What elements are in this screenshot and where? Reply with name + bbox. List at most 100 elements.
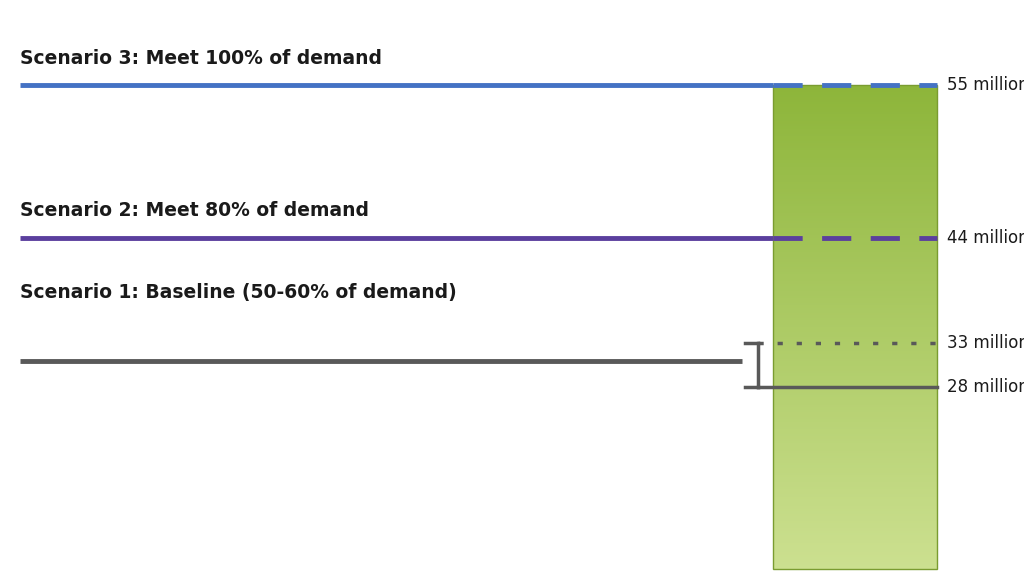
Bar	[773, 330, 937, 332]
Bar	[773, 400, 937, 402]
Bar	[773, 126, 937, 129]
Bar	[773, 535, 937, 538]
Bar	[773, 412, 937, 414]
Bar	[773, 458, 937, 460]
Bar	[773, 104, 937, 107]
Text: 55 million: 55 million	[947, 76, 1024, 94]
Bar	[773, 528, 937, 531]
Bar	[773, 305, 937, 308]
Bar	[773, 284, 937, 286]
Bar	[773, 504, 937, 507]
Bar	[773, 475, 937, 477]
Bar	[773, 100, 937, 102]
Bar	[773, 266, 937, 269]
Bar	[773, 380, 937, 383]
Bar	[773, 206, 937, 208]
Bar	[773, 216, 937, 218]
Bar	[773, 214, 937, 216]
Bar	[773, 131, 937, 134]
Bar	[773, 294, 937, 296]
Bar	[773, 197, 937, 199]
Bar	[773, 346, 937, 349]
Bar	[773, 223, 937, 225]
Bar	[773, 421, 937, 424]
Bar	[773, 199, 937, 201]
Text: 33 million: 33 million	[947, 335, 1024, 352]
Bar	[773, 465, 937, 468]
Bar	[773, 141, 937, 143]
Bar	[773, 557, 937, 560]
Bar	[773, 228, 937, 230]
Bar	[773, 388, 937, 390]
Bar	[773, 328, 937, 330]
Bar	[773, 276, 937, 279]
Bar	[773, 112, 937, 114]
Bar	[773, 129, 937, 131]
Bar	[773, 511, 937, 514]
Bar	[773, 540, 937, 543]
Bar	[773, 167, 937, 170]
Bar	[773, 497, 937, 499]
Bar	[773, 390, 937, 393]
Bar	[773, 211, 937, 214]
Bar	[773, 521, 937, 524]
Bar	[773, 565, 937, 567]
Bar	[773, 252, 937, 255]
Bar	[773, 361, 937, 363]
Bar	[773, 165, 937, 167]
Bar	[773, 485, 937, 487]
Bar	[773, 102, 937, 104]
Bar	[773, 555, 937, 557]
Bar	[773, 436, 937, 438]
Text: Scenario 1: Baseline (50-60% of demand): Scenario 1: Baseline (50-60% of demand)	[20, 284, 458, 302]
Bar	[773, 298, 937, 301]
Bar	[773, 107, 937, 109]
Bar	[773, 477, 937, 480]
Bar	[773, 501, 937, 504]
Bar	[773, 311, 937, 313]
Bar	[773, 494, 937, 497]
Bar	[773, 463, 937, 465]
Bar	[773, 225, 937, 228]
Bar	[773, 274, 937, 276]
Bar	[773, 468, 937, 470]
Bar	[773, 315, 937, 318]
Bar	[773, 335, 937, 337]
Bar	[773, 378, 937, 380]
Bar	[773, 158, 937, 160]
Bar	[773, 518, 937, 521]
Bar	[773, 332, 937, 335]
Bar	[773, 373, 937, 376]
Bar	[773, 318, 937, 320]
Bar	[773, 352, 937, 354]
Bar	[773, 325, 937, 328]
Bar	[773, 480, 937, 482]
Bar	[773, 303, 937, 305]
Bar	[773, 114, 937, 117]
Bar	[773, 543, 937, 545]
Bar	[773, 279, 937, 281]
Bar	[773, 538, 937, 540]
Bar	[773, 526, 937, 528]
Bar	[773, 255, 937, 257]
Bar	[773, 337, 937, 339]
Bar	[773, 402, 937, 405]
Bar	[773, 177, 937, 180]
Bar	[773, 320, 937, 322]
Bar	[773, 456, 937, 458]
Bar	[773, 344, 937, 346]
Bar	[773, 393, 937, 395]
Bar	[773, 245, 937, 247]
Bar	[773, 490, 937, 492]
Bar	[773, 272, 937, 274]
Bar	[773, 482, 937, 485]
Bar	[773, 507, 937, 509]
Bar	[773, 134, 937, 136]
Bar	[773, 414, 937, 417]
Bar	[773, 545, 937, 548]
Bar	[773, 87, 937, 90]
Bar	[773, 385, 937, 388]
Bar	[773, 376, 937, 378]
Bar	[773, 562, 937, 565]
Text: Scenario 3: Meet 100% of demand: Scenario 3: Meet 100% of demand	[20, 49, 383, 68]
